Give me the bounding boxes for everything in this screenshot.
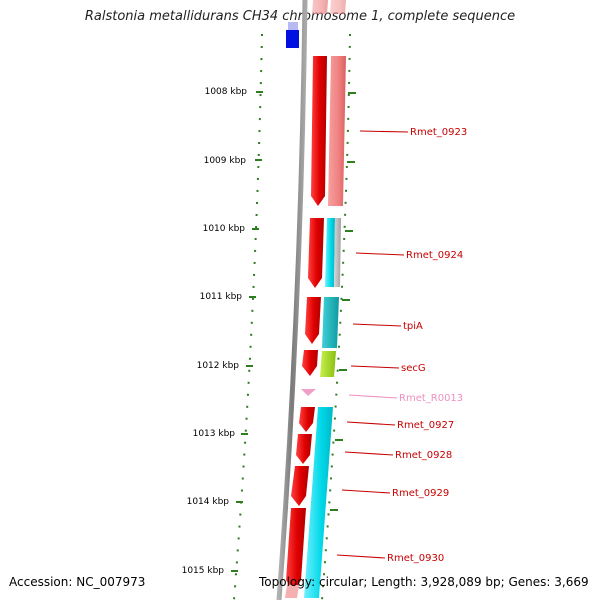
leader-lines bbox=[336, 130, 409, 559]
feature-blocks bbox=[304, 56, 346, 598]
leader-line bbox=[341, 489, 391, 494]
gene-labels: Rmet_0923 Rmet_0924 tpiA secG Rmet_R0013… bbox=[387, 127, 467, 564]
gene-arrow-tpia[interactable] bbox=[305, 297, 321, 344]
gene-label[interactable]: tpiA bbox=[403, 321, 423, 332]
scale-label: 1012 kbp bbox=[197, 361, 240, 371]
gene-label[interactable]: Rmet_0930 bbox=[387, 553, 444, 564]
gene-label[interactable]: Rmet_0923 bbox=[410, 127, 467, 138]
scale-label: 1009 kbp bbox=[204, 156, 247, 166]
gene-label[interactable]: Rmet_0924 bbox=[406, 250, 463, 261]
gene-arrow-secg[interactable] bbox=[302, 350, 318, 376]
gene-label[interactable]: secG bbox=[401, 363, 426, 374]
leader-line bbox=[350, 365, 400, 369]
leader-line bbox=[355, 252, 405, 256]
leader-line bbox=[348, 394, 398, 399]
scale-label: 1008 kbp bbox=[205, 87, 248, 97]
feature-block-cyan-long[interactable] bbox=[304, 407, 333, 598]
gene-label[interactable]: Rmet_R0013 bbox=[399, 393, 463, 404]
scale-ticks bbox=[231, 91, 356, 572]
accession-text: Accession: NC_007973 bbox=[9, 575, 146, 589]
scale-label: 1011 kbp bbox=[200, 292, 243, 302]
gene-arrow-rmet-0929[interactable] bbox=[291, 466, 309, 506]
gene-arrow-rmet-0923[interactable] bbox=[311, 56, 327, 206]
gene-pink-partial[interactable] bbox=[312, 0, 328, 14]
map-title: Ralstonia metallidurans CH34 chromosome … bbox=[84, 9, 516, 24]
feature-block-rmet-0924[interactable] bbox=[325, 218, 335, 287]
scale-arc-left bbox=[233, 33, 263, 600]
feature-block-rmet-0923[interactable] bbox=[328, 56, 346, 206]
gene-pink-partial[interactable] bbox=[330, 0, 346, 14]
feature-block-rmet-0924-grey[interactable] bbox=[334, 218, 341, 287]
scale-label: 1013 kbp bbox=[193, 429, 236, 439]
scale-label: 1014 kbp bbox=[187, 497, 230, 507]
scale-labels: 1008 kbp 1009 kbp 1010 kbp 1011 kbp 1012… bbox=[182, 87, 248, 576]
scale-label: 1015 kbp bbox=[182, 566, 225, 576]
leader-line bbox=[352, 323, 402, 327]
leader-line bbox=[344, 451, 394, 456]
gene-arrow-rmet-0924[interactable] bbox=[308, 218, 324, 288]
leader-line bbox=[359, 130, 409, 133]
topology-text: Topology: circular; Length: 3,928,089 bp… bbox=[259, 575, 589, 589]
gene-label[interactable]: Rmet_0928 bbox=[395, 450, 452, 461]
gene-label[interactable]: Rmet_0927 bbox=[397, 420, 454, 431]
backbone-arc bbox=[276, 0, 308, 600]
gene-arrow-rmet-0930[interactable] bbox=[286, 508, 306, 592]
rna-arrow-rmet-r0013[interactable] bbox=[301, 389, 316, 396]
gene-label[interactable]: Rmet_0929 bbox=[392, 488, 449, 499]
gene-blue-partial-light[interactable] bbox=[288, 22, 298, 30]
feature-block-tpia[interactable] bbox=[322, 297, 339, 348]
gene-blue-partial[interactable] bbox=[286, 30, 299, 48]
gene-arrow-light[interactable] bbox=[285, 585, 299, 598]
gene-arrow-rmet-0928[interactable] bbox=[296, 434, 312, 464]
leader-line bbox=[336, 554, 386, 559]
leader-line bbox=[346, 421, 396, 426]
gene-arrows bbox=[285, 56, 327, 598]
scale-label: 1010 kbp bbox=[203, 224, 246, 234]
feature-block-secg[interactable] bbox=[320, 351, 336, 377]
gene-arrow-rmet-0927[interactable] bbox=[299, 407, 315, 432]
